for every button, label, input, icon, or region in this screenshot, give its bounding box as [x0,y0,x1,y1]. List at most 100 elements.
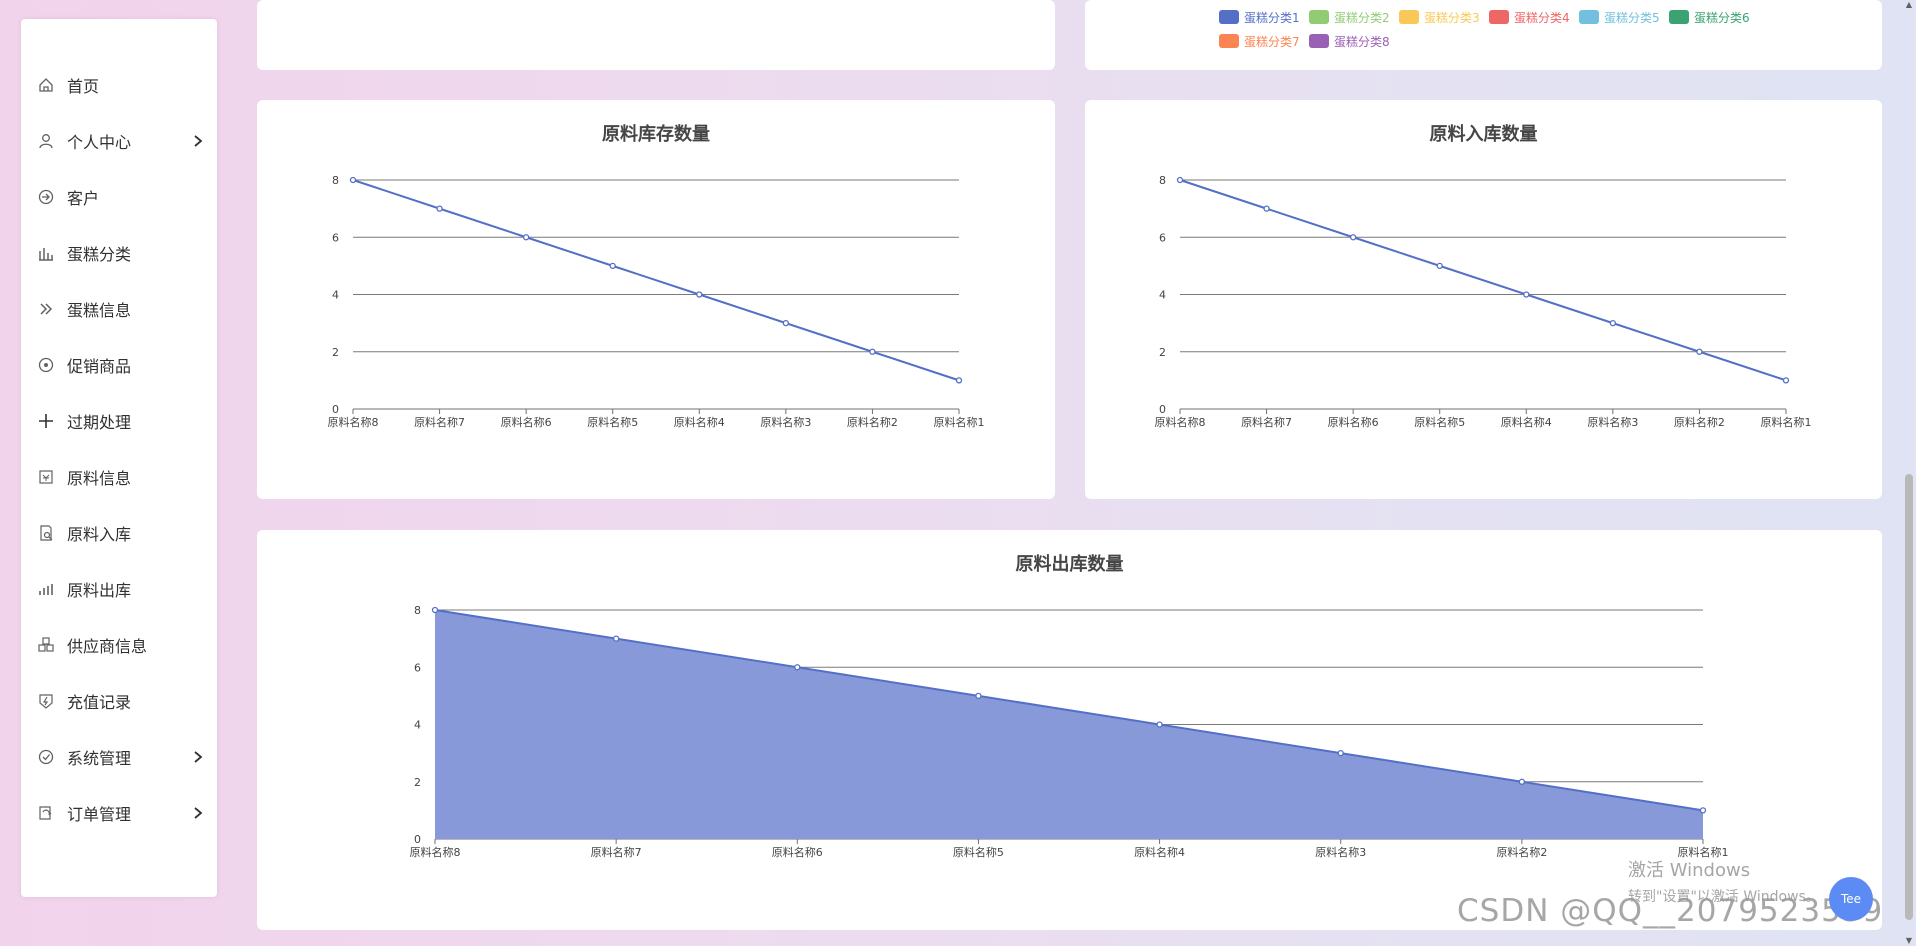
data-point [1263,205,1270,212]
outbound-area-chart: 0 2 4 6 8 原料名称8 原料名称7 原料名称6 原料名称5 原料名称4 原料名称3 原料名称2… [410,604,1729,859]
sidebar-item-7[interactable]: 过期处理 [21,401,217,441]
outbound-chart-card: 原料出库数量 0 2 4 6 8 原料名称8 原料名称7 原料名称6 原料名称5 原料名称4 原料名… [257,530,1882,930]
legend-label: 蛋糕分类4 [1514,10,1570,25]
legend-swatch [1399,10,1419,24]
legend-label: 蛋糕分类7 [1244,34,1300,49]
top-right-card [1085,0,1882,70]
y-tick-label: 4 [414,719,421,732]
sidebar-item-14[interactable]: 订单管理 [21,793,217,833]
check-circle-icon [37,748,55,766]
legend-swatch [1219,10,1239,24]
sidebar-item-8[interactable]: 原料信息 [21,457,217,497]
series-line [434,609,1704,812]
series-line [352,179,960,382]
x-tick-label: 原料名称4 [1501,415,1552,429]
target-icon [37,356,55,374]
sidebar-item-9[interactable]: 原料入库 [21,513,217,553]
y-tick-label: 6 [414,661,421,674]
sidebar-item-label: 个人中心 [67,133,132,152]
stock-chart-card: 原料库存数量 0 2 4 6 8 原料名称8 原料名称7 原料名称6 原料名称5 原料名称4 原料名… [257,100,1055,499]
chevron-right-icon [191,806,205,820]
legend-item[interactable]: 蛋糕分类3 [1399,9,1480,25]
x-tick-label: 原料名称3 [1587,415,1638,429]
legend-item[interactable]: 蛋糕分类2 [1309,9,1390,25]
legend-swatch [1669,10,1689,24]
watermark-line2: 转到"设置"以激活 Windows。 [1628,889,1820,905]
sidebar-item-3[interactable]: 客户 [21,177,217,217]
data-point [1349,234,1357,241]
scroll-up-arrow[interactable]: ▲ [1905,0,1913,9]
small-bars-icon [37,580,55,598]
legend-item[interactable]: 蛋糕分类1 [1219,9,1300,25]
legend-label: 蛋糕分类8 [1334,34,1390,49]
data-point [1609,319,1617,327]
sidebar-item-label: 原料信息 [67,469,132,488]
sidebar-item-10[interactable]: 原料出库 [21,569,217,609]
user-icon [37,132,55,150]
inbound-chart-card: 原料入库数量 0 2 4 6 8 原料名称8 原料名称7 原料名称6 原料名称5 原料名称4 原料名… [1085,100,1882,499]
y-tick-label: 6 [332,231,339,244]
data-point [1436,262,1443,270]
y-tick-label: 8 [1159,174,1166,187]
data-point [696,291,703,298]
sidebar-item-12[interactable]: 充值记录 [21,681,217,721]
watermark-line1: 激活 Windows [1628,860,1751,881]
sidebar-item-6[interactable]: 促销商品 [21,345,217,385]
sidebar-item-label: 订单管理 [67,805,132,824]
x-tick-label: 原料名称1 [1678,845,1729,859]
x-tick-label: 原料名称6 [501,415,552,429]
data-point [794,664,801,671]
sidebar-item-4[interactable]: 蛋糕分类 [21,233,217,273]
csdn-watermark: CSDN @QQ__2079523559 [1457,893,1884,929]
data-point [975,692,982,700]
data-point [436,205,443,212]
data-point [349,176,357,184]
sidebar-item-5[interactable]: 蛋糕信息 [21,289,217,329]
legend-swatch [1309,34,1329,48]
cubes-icon [37,636,55,654]
order-icon [37,804,55,822]
page-scrollbar[interactable]: ▲ ▼ [1904,0,1914,946]
y-tick-label: 0 [414,833,421,846]
sidebar-item-label: 蛋糕分类 [67,245,132,264]
x-tick-label: 原料名称5 [1414,415,1465,429]
x-tick-label: 原料名称1 [1761,415,1812,429]
data-point [1156,721,1163,728]
legend-label: 蛋糕分类5 [1604,10,1660,25]
y-tick-label: 8 [414,604,421,617]
sidebar-item-label: 原料入库 [67,525,132,544]
sidebar-item-2[interactable]: 个人中心 [21,121,217,161]
legend-swatch [1219,34,1239,48]
sidebar-item-11[interactable]: 供应商信息 [21,625,217,665]
scroll-thumb[interactable] [1905,474,1913,920]
circle-arrow-icon [37,188,55,206]
scroll-down-arrow[interactable]: ▼ [1905,936,1913,945]
bar-chart-icon [37,244,55,262]
inbound-line-chart: 0 2 4 6 8 原料名称8 原料名称7 原料名称6 原料名称5 原料名称4 原料名称3 原料名称2… [1155,174,1812,429]
sidebar-item-label: 过期处理 [67,413,132,432]
sidebar-item-1[interactable]: 首页 [21,65,217,105]
chart-title: 原料库存数量 [602,124,710,145]
x-tick-label: 原料名称8 [1155,415,1206,429]
sidebar-item-label: 蛋糕信息 [67,301,132,320]
y-tick-label: 0 [332,403,339,416]
x-tick-label: 原料名称4 [1134,845,1185,859]
x-tick-label: 原料名称5 [587,415,638,429]
legend-item[interactable]: 蛋糕分类6 [1669,9,1750,25]
data-point [955,377,963,384]
area-fill [435,610,1703,839]
x-tick-label: 原料名称7 [414,415,465,429]
sidebar-item-13[interactable]: 系统管理 [21,737,217,777]
legend-item[interactable]: 蛋糕分类7 [1219,33,1300,49]
x-tick-label: 原料名称4 [674,415,725,429]
y-tick-label: 4 [332,289,339,302]
chart-title: 原料出库数量 [1015,554,1124,575]
floating-action-button[interactable]: Tee [1829,877,1873,921]
y-tick-label: 8 [332,174,339,187]
x-tick-label: 原料名称1 [934,415,985,429]
x-tick-label: 原料名称3 [1315,845,1366,859]
legend-item[interactable]: 蛋糕分类4 [1489,9,1570,25]
legend-item[interactable]: 蛋糕分类5 [1579,9,1660,25]
sidebar-item-label: 促销商品 [67,357,132,376]
legend-item[interactable]: 蛋糕分类8 [1309,33,1390,49]
